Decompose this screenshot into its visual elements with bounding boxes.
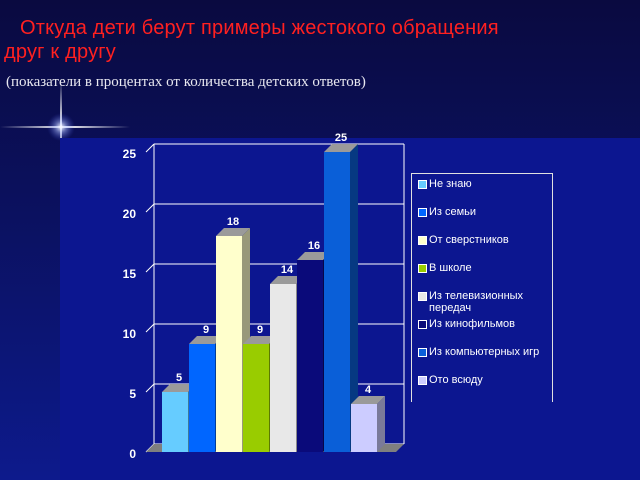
- slide-title: Откуда дети берут примеры жестокого обра…: [4, 16, 634, 64]
- legend-item: Ото всюду: [418, 374, 552, 386]
- bar-top: [324, 144, 358, 152]
- legend-item: Из компьютерных игр: [418, 346, 552, 358]
- bar-value-label: 4: [365, 384, 372, 396]
- bar-value-label: 16: [308, 240, 320, 252]
- legend-item: Из телевизионных передач: [418, 290, 552, 314]
- bar: [243, 344, 269, 452]
- legend-item: Из кинофильмов: [418, 318, 552, 330]
- y-tick-label: 0: [129, 447, 136, 461]
- bar-value-label: 25: [335, 132, 347, 144]
- gridline-side: [145, 143, 155, 153]
- slide-title-line1: Откуда дети берут примеры жестокого обра…: [20, 17, 499, 39]
- legend-label: Из семьи: [429, 206, 477, 218]
- legend-swatch: [418, 264, 427, 273]
- legend-swatch: [418, 208, 427, 217]
- bar-top: [216, 228, 250, 236]
- legend-item: Из семьи: [418, 206, 552, 218]
- bar: [162, 392, 188, 452]
- legend-swatch: [418, 376, 427, 385]
- legend-item: В школе: [418, 262, 552, 274]
- y-tick-label: 10: [123, 327, 137, 341]
- legend-label: Не знаю: [429, 178, 472, 190]
- legend-label: В школе: [429, 262, 472, 274]
- bar-value-label: 18: [227, 216, 239, 228]
- bar: [270, 284, 296, 452]
- legend-swatch: [418, 348, 427, 357]
- bar-value-label: 14: [281, 264, 294, 276]
- legend-swatch: [418, 236, 427, 245]
- legend-label: Ото всюду: [429, 374, 483, 386]
- legend-label: От сверстников: [429, 234, 509, 246]
- legend-swatch: [418, 180, 427, 189]
- chart-legend: Не знаю Из семьи От сверстников В школе Из т…: [411, 173, 553, 402]
- legend-label: Из телевизионных передач: [429, 290, 524, 314]
- y-tick-label: 15: [123, 267, 137, 281]
- bar-top: [351, 396, 385, 404]
- legend-label: Из кинофильмов: [429, 318, 516, 330]
- gridline-side: [145, 263, 155, 273]
- bar-top: [243, 336, 277, 344]
- bar: [351, 404, 377, 452]
- bar-top: [270, 276, 304, 284]
- slide-title-line2: друг к другу: [4, 41, 116, 63]
- y-tick-label: 20: [123, 207, 137, 221]
- bar-top: [162, 384, 196, 392]
- y-tick-label: 25: [123, 147, 137, 161]
- bar: [216, 236, 242, 452]
- legend-swatch: [418, 292, 427, 301]
- bar-value-label: 9: [203, 324, 209, 336]
- bar-top: [297, 252, 331, 260]
- slide-subtitle: (показатели в процентах от количества де…: [6, 74, 366, 90]
- y-tick-label: 5: [129, 387, 136, 401]
- gridline-side: [145, 323, 155, 333]
- bar: [324, 152, 350, 452]
- gridline-side: [145, 383, 155, 393]
- legend-swatch: [418, 320, 427, 329]
- gridline-side: [145, 203, 155, 213]
- legend-item: От сверстников: [418, 234, 552, 246]
- bar-value-label: 5: [176, 372, 182, 384]
- bar-top: [189, 336, 223, 344]
- bar-value-label: 9: [257, 324, 263, 336]
- bar-side: [377, 396, 385, 452]
- legend-label: Из компьютерных игр: [429, 346, 540, 358]
- bar-side: [350, 144, 358, 452]
- bar: [189, 344, 215, 452]
- bar: [297, 260, 323, 452]
- legend-item: Не знаю: [418, 178, 552, 190]
